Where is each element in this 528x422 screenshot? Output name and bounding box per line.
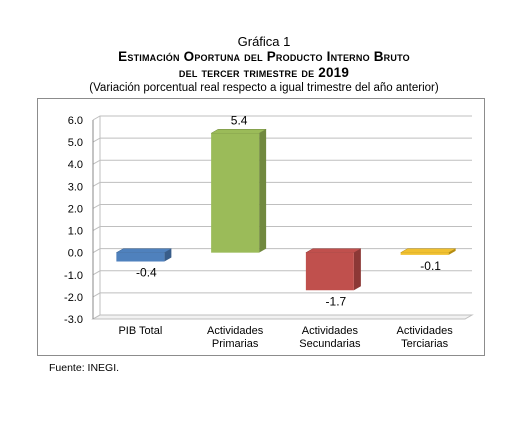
y-tick-label: 3.0 <box>68 181 83 193</box>
bar-side <box>448 248 456 255</box>
bar <box>305 252 354 291</box>
y-tick-label: 1.0 <box>68 226 83 238</box>
chart-subtitle: (Variación porcentual real respecto a ig… <box>89 82 439 94</box>
x-tick-label: Actividades <box>207 325 264 337</box>
y-tick-label: -2.0 <box>64 292 83 304</box>
chart-title-line2: del tercer trimestre de 2019 <box>178 65 350 80</box>
y-tick-label: -3.0 <box>64 314 83 326</box>
bar <box>211 133 260 253</box>
bar <box>400 252 449 255</box>
x-tick-label: Secundarias <box>299 338 361 350</box>
bar-side <box>259 129 267 253</box>
bar-top <box>304 248 362 253</box>
y-tick-label: -1.0 <box>64 270 83 282</box>
chart-title-line1: Estimación Oportuna del Producto Interno… <box>118 49 410 64</box>
gridline <box>92 292 472 298</box>
bar-top <box>399 248 457 253</box>
gridline <box>92 226 472 231</box>
y-tick-label: 0.0 <box>68 248 83 260</box>
data-label: -0.4 <box>136 266 157 280</box>
chart-frame <box>37 98 485 356</box>
bar-top <box>210 129 268 134</box>
y-tick-label: 6.0 <box>68 115 83 127</box>
source-note: Fuente: INEGI. <box>49 362 120 374</box>
gridline <box>92 137 472 143</box>
plot-floor <box>91 314 474 320</box>
gridline <box>92 314 472 320</box>
bar-side <box>164 248 172 262</box>
bar-side <box>353 248 361 291</box>
chart-number: Gráfica 1 <box>237 34 291 49</box>
gridline <box>92 203 472 209</box>
x-tick-label: Terciarias <box>401 338 449 350</box>
y-tick-label: 2.0 <box>68 203 83 215</box>
y-tick-label: 5.0 <box>68 137 83 149</box>
x-tick-label: Primarias <box>212 338 259 350</box>
bar-top <box>115 248 173 253</box>
bar <box>116 252 165 262</box>
data-label: -1.7 <box>326 294 347 308</box>
y-tick-label: 4.0 <box>68 159 83 171</box>
x-tick-label: Actividades <box>302 325 359 337</box>
data-label: 5.4 <box>231 113 248 127</box>
data-label: -0.1 <box>420 259 441 273</box>
gridline <box>92 115 472 121</box>
x-tick-label: Actividades <box>396 325 453 337</box>
gridline <box>92 181 472 187</box>
gridline <box>92 159 472 165</box>
x-tick-label: PIB Total <box>118 325 162 337</box>
